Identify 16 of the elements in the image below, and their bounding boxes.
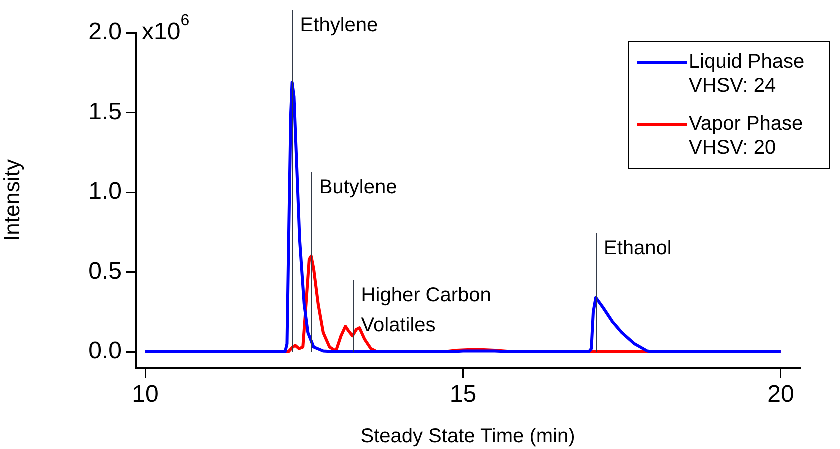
ref-line-label: Ethylene <box>300 14 378 37</box>
y-tick-label: 1.0 <box>88 178 122 206</box>
ref-line-label: Higher Carbon Volatiles <box>361 284 492 337</box>
ref-line-label: Butylene <box>319 176 398 199</box>
y-tick-label: 0.0 <box>88 338 122 365</box>
y-tick-label: 0.5 <box>88 258 122 285</box>
ref-line-label: Ethanol <box>604 238 672 260</box>
y-axis-title: Intensity <box>0 160 24 242</box>
x-axis-title: Steady State Time (min) <box>360 426 576 448</box>
y-tick-label: 1.5 <box>88 98 122 126</box>
y-tick-label: 2.0 <box>88 18 122 46</box>
x-tick-label: 15 <box>450 381 477 408</box>
legend-label: Liquid Phase VHSV: 24 <box>689 50 806 98</box>
legend-label: Vapor Phase VHSV: 20 <box>689 112 804 160</box>
x-tick-label: 10 <box>132 381 159 408</box>
x-tick-label: 20 <box>768 381 794 408</box>
